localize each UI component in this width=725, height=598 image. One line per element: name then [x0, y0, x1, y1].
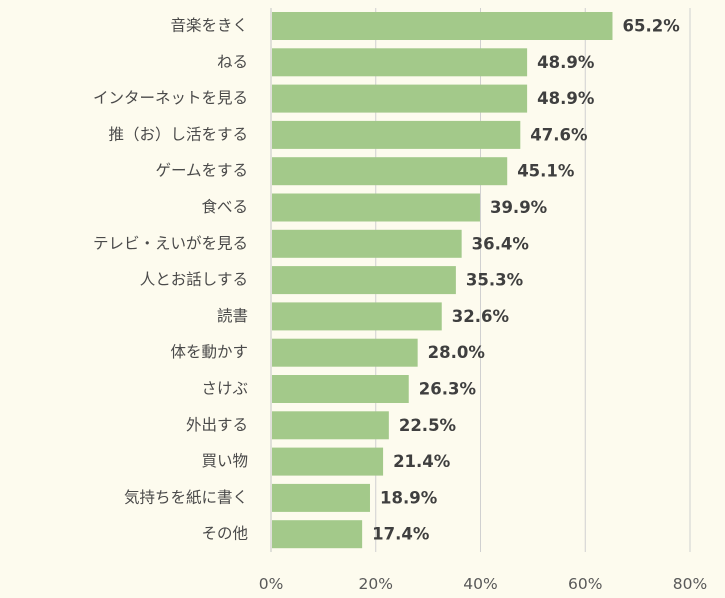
- category-label: 人とお話しする: [140, 271, 248, 289]
- bar: [272, 375, 409, 403]
- x-axis-tick-labels: 0% 20% 40% 60% 80%: [259, 575, 708, 593]
- bar: [272, 302, 442, 331]
- bar: [272, 338, 418, 367]
- x-tick-label: 60%: [568, 575, 602, 593]
- value-label: 65.2%: [622, 17, 680, 36]
- category-label: 気持ちを紙に書く: [124, 488, 248, 506]
- x-tick-label: 20%: [359, 575, 393, 593]
- category-label: 音楽をきく: [170, 17, 248, 35]
- value-label: 45.1%: [517, 162, 575, 181]
- category-label: 体を動かす: [170, 343, 248, 361]
- category-label: 食べる: [201, 198, 248, 216]
- bar: [272, 266, 456, 295]
- category-label: ゲームをする: [155, 162, 248, 180]
- value-label: 47.6%: [530, 125, 588, 144]
- value-labels: 65.2% 48.9% 48.9% 47.6% 45.1% 39.9% 36.4% 35.3%…: [372, 17, 680, 544]
- value-label: 39.9%: [490, 198, 548, 217]
- category-label: 読書: [217, 307, 248, 325]
- value-label: 32.6%: [452, 307, 510, 326]
- value-label: 48.9%: [537, 53, 595, 72]
- bar: [272, 48, 528, 77]
- value-label: 21.4%: [393, 452, 451, 471]
- category-label: 外出する: [186, 416, 248, 434]
- category-label: ねる: [217, 53, 248, 71]
- value-label: 28.0%: [428, 343, 486, 362]
- bars: [272, 12, 613, 549]
- value-label: 48.9%: [537, 89, 595, 108]
- category-label: さけぶ: [201, 380, 248, 398]
- bar: [272, 447, 384, 476]
- x-tick-label: 80%: [673, 575, 707, 593]
- category-label: インターネットを見る: [93, 89, 248, 107]
- value-label: 36.4%: [472, 234, 530, 253]
- bar: [272, 520, 363, 549]
- category-labels: 音楽をきくねるインターネットを見る推（お）し活をするゲームをする食べるテレビ・え…: [93, 17, 248, 543]
- category-label: テレビ・えいがを見る: [93, 234, 248, 252]
- bar: [272, 84, 528, 113]
- x-tick-label: 0%: [259, 575, 284, 593]
- bar: [272, 483, 370, 512]
- value-label: 22.5%: [399, 416, 457, 435]
- bar: [272, 411, 389, 440]
- bar: [272, 193, 480, 222]
- bar: [272, 120, 521, 149]
- value-label: 17.4%: [372, 525, 430, 544]
- bar: [272, 157, 508, 186]
- value-label: 35.3%: [466, 271, 524, 290]
- category-label: その他: [201, 525, 248, 543]
- value-label: 26.3%: [419, 380, 477, 399]
- category-label: 推（お）し活をする: [108, 125, 248, 143]
- category-label: 買い物: [201, 452, 248, 470]
- bar: [272, 229, 462, 258]
- bar: [272, 12, 613, 40]
- value-label: 18.9%: [380, 488, 438, 507]
- x-tick-label: 40%: [463, 575, 497, 593]
